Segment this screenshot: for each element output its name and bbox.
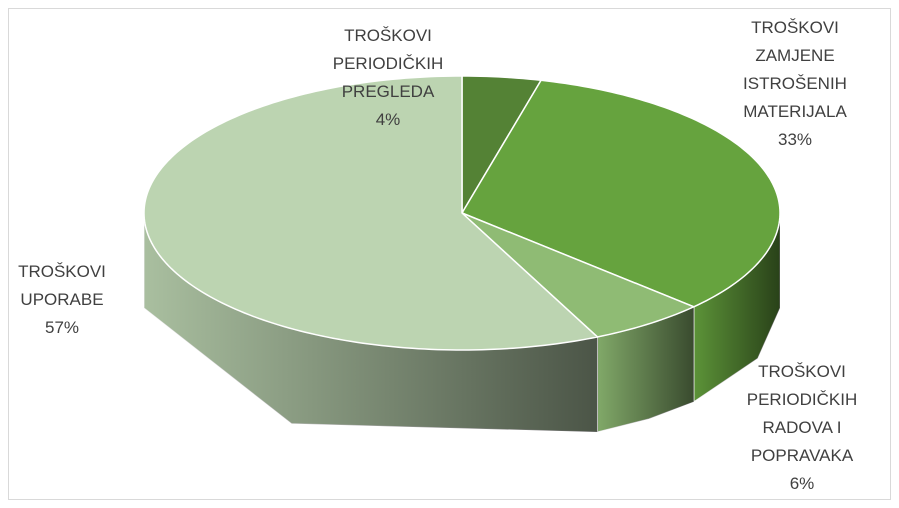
value-label: 6% — [789, 474, 815, 493]
value-label: 33% — [777, 130, 813, 149]
slice — [143, 75, 599, 351]
data-label: TROŠKOVI PERIODIČKIH RADOVA I POPRAVAKA 6… — [727, 358, 877, 498]
slice-side-shade — [693, 213, 780, 402]
data-label: TROŠKOVI UPORABE 57% — [2, 258, 122, 342]
value-label: 57% — [44, 318, 80, 337]
category-label: TROŠKOVI UPORABE — [18, 262, 106, 309]
data-label: TROŠKOVI ZAMJENE ISTROŠENIH MATERIJALA 33… — [720, 14, 870, 154]
category-label: TROŠKOVI PERIODIČKIH RADOVA I POPRAVAKA — [746, 362, 858, 465]
slice — [460, 79, 781, 308]
chart-border — [8, 8, 891, 500]
slice-side-shade — [597, 306, 694, 432]
value-label: 4% — [375, 110, 401, 129]
slice-side-shade — [144, 213, 598, 432]
category-label: TROŠKOVI PERIODIČKIH PREGLEDA — [332, 26, 444, 101]
category-label: TROŠKOVI ZAMJENE ISTROŠENIH MATERIJALA — [743, 18, 847, 121]
data-label: TROŠKOVI PERIODIČKIH PREGLEDA 4% — [303, 22, 473, 134]
slice — [461, 212, 696, 338]
